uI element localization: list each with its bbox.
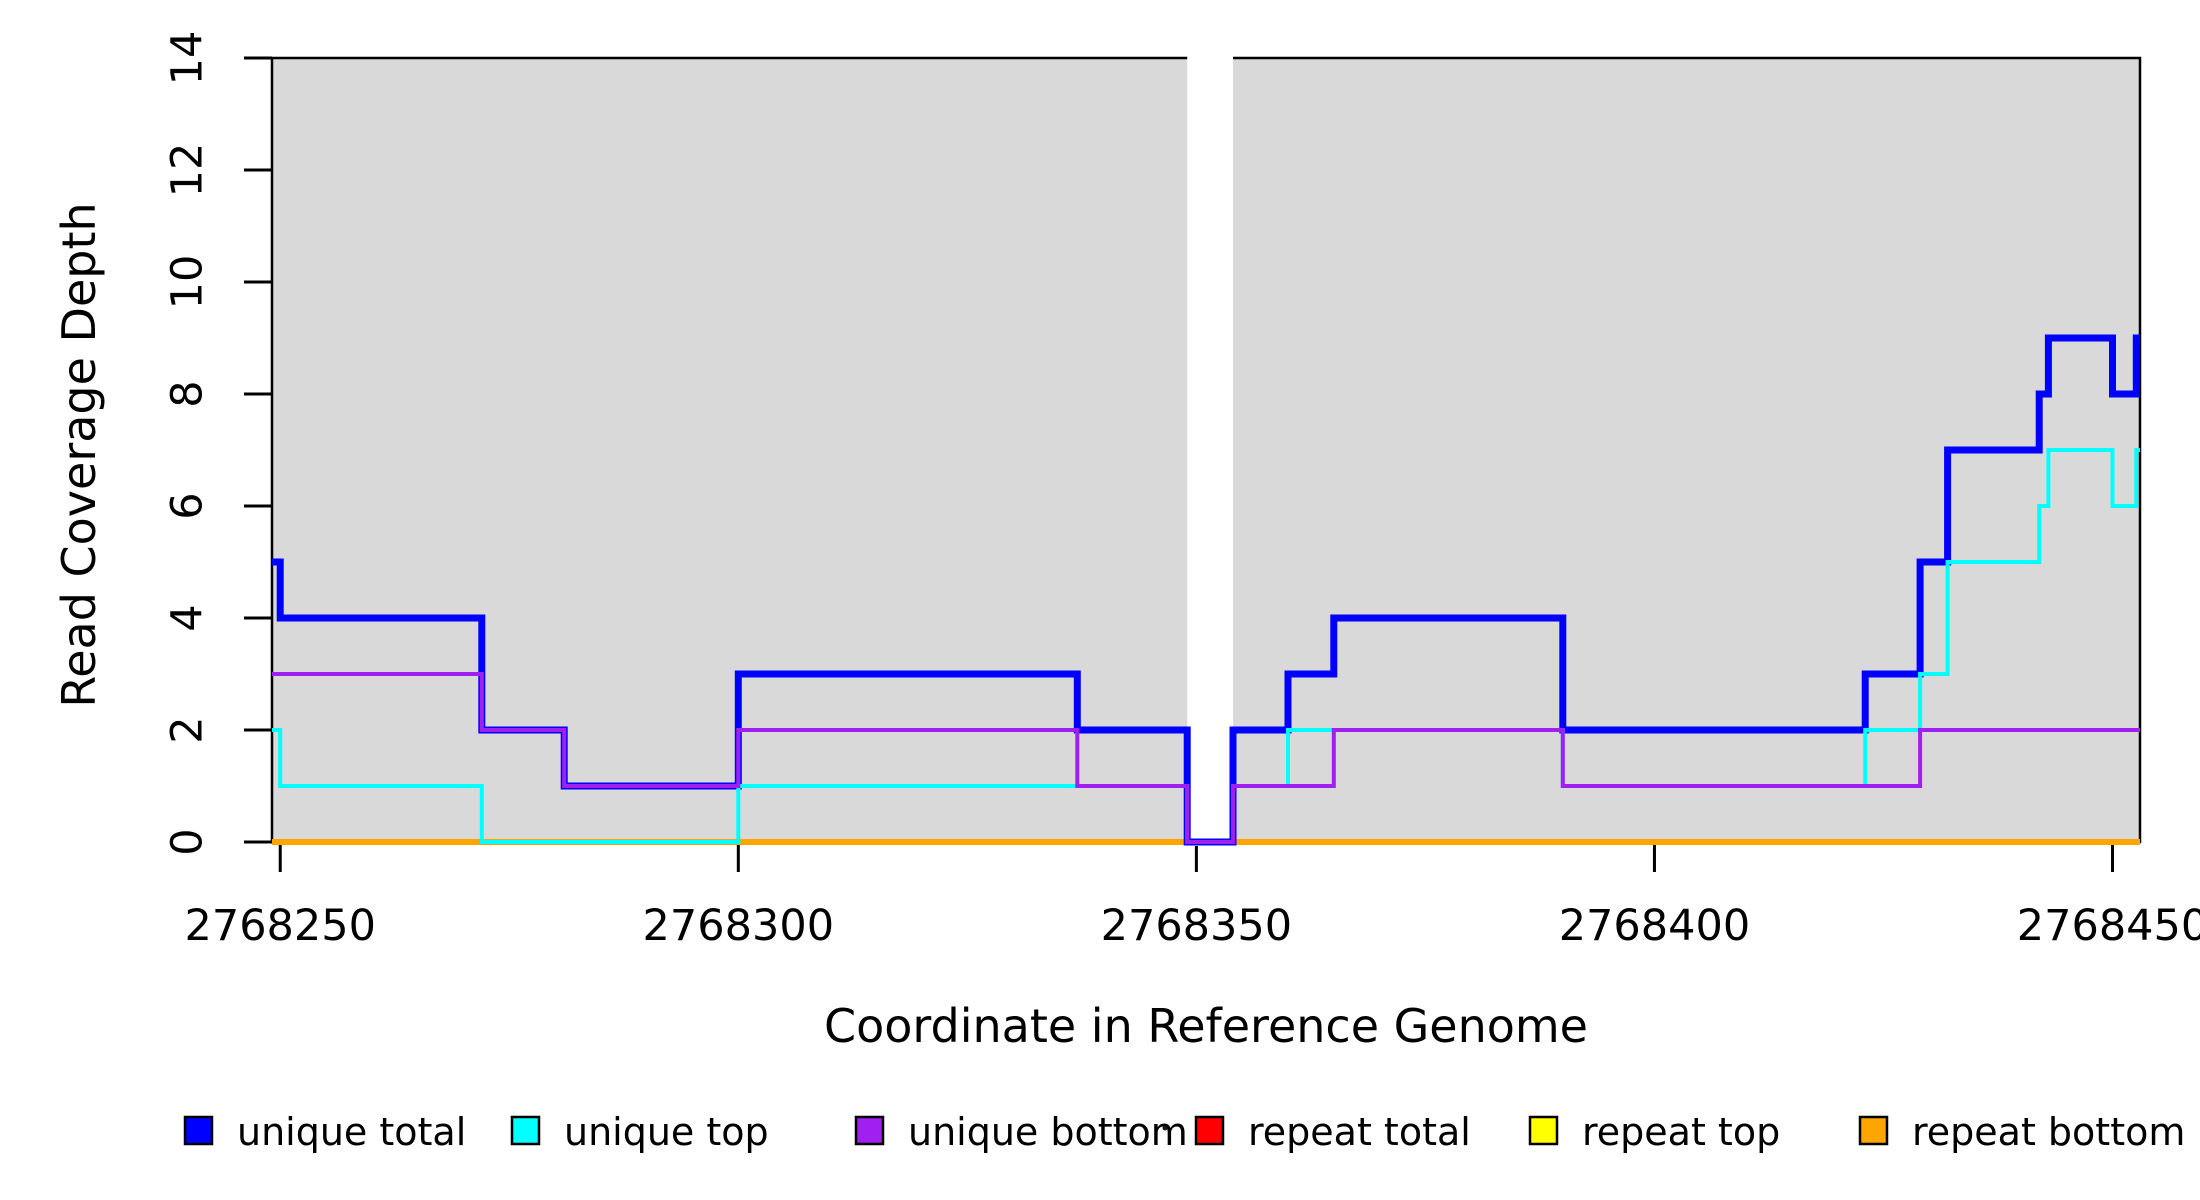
- x-tick-label: 2768450: [2017, 901, 2200, 951]
- legend-artifact-dot: [1162, 1125, 1168, 1131]
- legend-item-label: repeat bottom: [1912, 1110, 2185, 1154]
- legend-item-label: unique top: [564, 1110, 769, 1154]
- legend-item-repeat-top: repeat top: [1528, 1110, 1780, 1154]
- x-tick-label: 2768400: [1559, 901, 1751, 951]
- legend-swatch-icon: [1528, 1115, 1559, 1146]
- alignment-gap: [1187, 54, 1234, 846]
- series-line-unique-bottom: [272, 672, 2140, 844]
- x-tick-label: 2768300: [643, 901, 835, 951]
- legend-item-label: unique bottom: [908, 1110, 1188, 1154]
- legend-item-unique-top: unique top: [510, 1110, 769, 1154]
- legend-item-label: repeat top: [1582, 1110, 1780, 1154]
- y-tick-label: 6: [163, 492, 213, 519]
- legend-item-repeat-bottom: repeat bottom: [1858, 1110, 2185, 1154]
- x-axis-title: Coordinate in Reference Genome: [824, 999, 1588, 1053]
- x-tick-label: 2768350: [1101, 901, 1293, 951]
- x-tick-label: 2768250: [184, 901, 376, 951]
- y-axis-title: Read Coverage Depth: [52, 202, 106, 707]
- y-tick-label: 8: [163, 380, 213, 407]
- y-tick-label: 10: [163, 255, 213, 310]
- y-tick-label: 0: [163, 828, 213, 855]
- y-tick-label: 4: [163, 604, 213, 631]
- y-tick-label: 14: [163, 31, 213, 86]
- legend-swatch-icon: [183, 1115, 214, 1146]
- legend-item-repeat-total: repeat total: [1194, 1110, 1471, 1154]
- legend-item-label: unique total: [237, 1110, 466, 1154]
- legend-swatch-icon: [1858, 1115, 1889, 1146]
- legend-swatch-icon: [1194, 1115, 1225, 1146]
- legend-item-unique-total: unique total: [183, 1110, 466, 1154]
- y-tick-label: 2: [163, 716, 213, 743]
- y-tick-label: 12: [163, 143, 213, 198]
- legend-item-label: repeat total: [1248, 1110, 1471, 1154]
- legend-swatch-icon: [510, 1115, 541, 1146]
- legend-swatch-icon: [854, 1115, 885, 1146]
- legend-item-unique-bottom: unique bottom: [854, 1110, 1188, 1154]
